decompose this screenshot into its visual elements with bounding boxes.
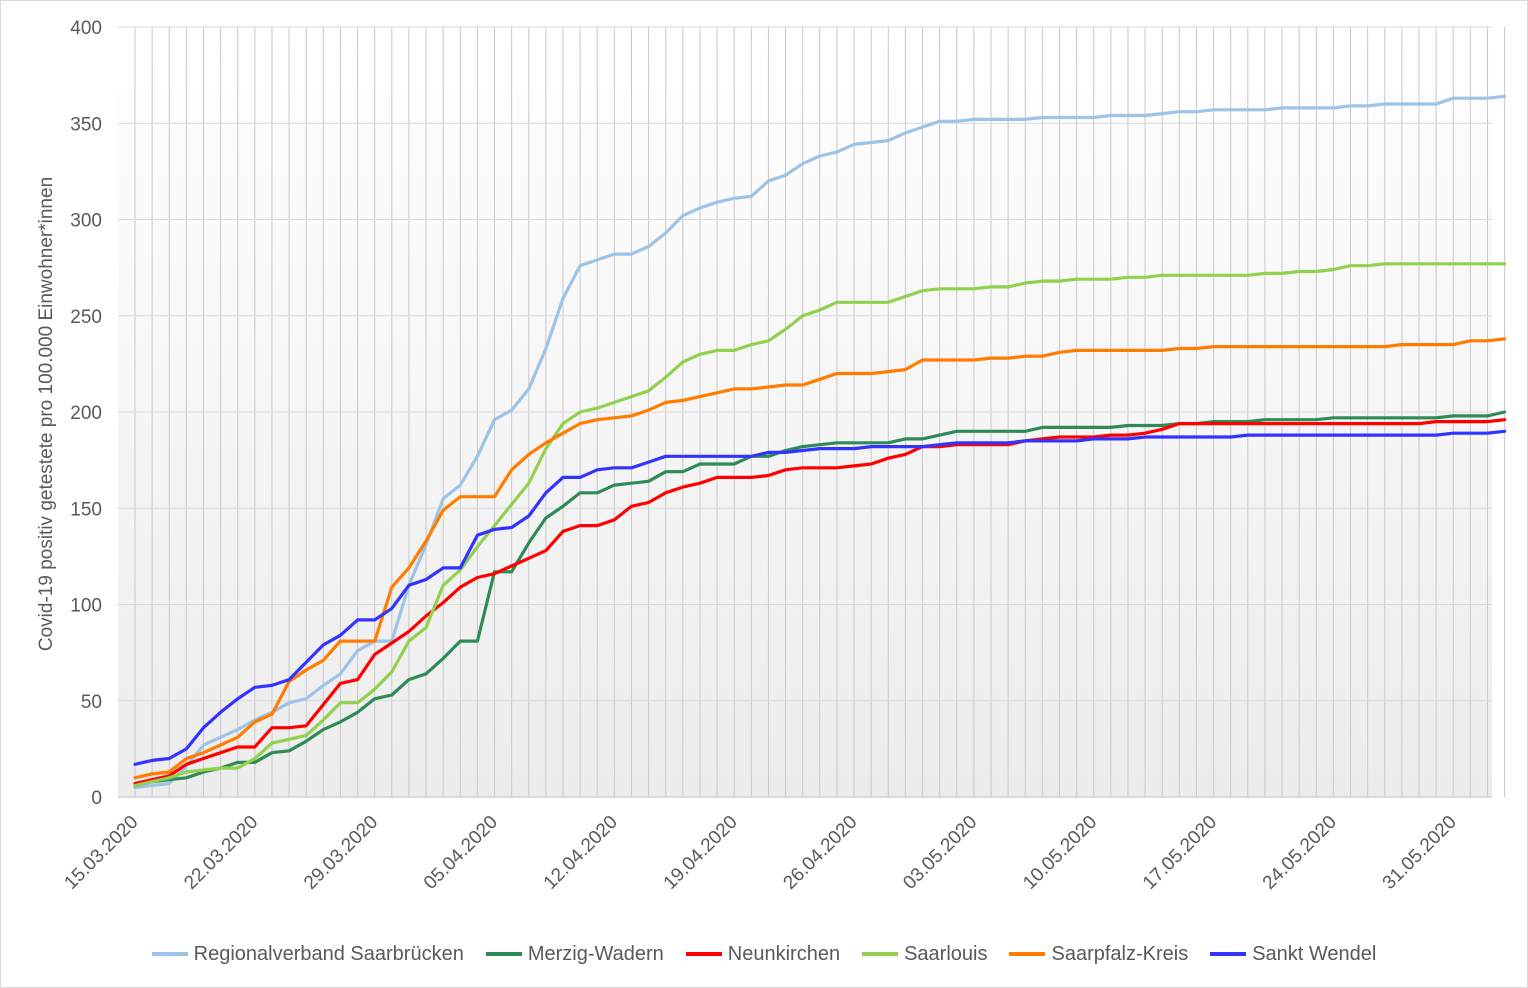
- x-tick-label: 03.05.2020: [899, 812, 981, 894]
- legend-swatch: [485, 952, 522, 956]
- y-tick-label: 300: [70, 211, 102, 232]
- y-tick-label: 400: [70, 18, 102, 39]
- legend-item: Saarpfalz-Kreis: [1009, 943, 1188, 966]
- x-tick-label: 15.03.2020: [60, 812, 142, 894]
- x-tick-label: 24.05.2020: [1259, 812, 1341, 894]
- legend-label: Regionalverband Saarbrücken: [193, 942, 464, 965]
- legend-item: Regionalverband Saarbrücken: [151, 942, 464, 966]
- legend-swatch: [685, 952, 722, 956]
- legend-label: Neunkirchen: [727, 942, 841, 965]
- y-tick-label: 50: [81, 692, 102, 713]
- y-tick-label: 350: [70, 114, 102, 135]
- x-tick-label: 17.05.2020: [1139, 812, 1221, 894]
- x-axis-tick-labels: 15.03.2020 22.03.2020 29.03.2020 05.04.2020…: [60, 812, 1460, 894]
- series-line-2: [133, 410, 1507, 788]
- x-tick-label: 26.04.2020: [779, 812, 861, 894]
- y-tick-label: 0: [91, 788, 102, 809]
- x-tick-label: 29.03.2020: [300, 812, 382, 894]
- y-axis-tick-labels: 0 50 100 150 200 250 300 350 400: [70, 18, 102, 809]
- series-line-4: [133, 262, 1507, 788]
- legend-item: Merzig-Wadern: [485, 942, 664, 966]
- legend: Regionalverband Saarbrücken Merzig-Wadern…: [0, 938, 1528, 970]
- legend-label: Saarpfalz-Kreis: [1051, 942, 1189, 965]
- x-tick-label: 19.04.2020: [660, 812, 742, 894]
- legend-swatch: [862, 952, 899, 956]
- y-tick-label: 150: [70, 499, 102, 520]
- legend-item: Sankt Wendel: [1210, 943, 1376, 966]
- legend-swatch: [151, 952, 188, 956]
- series-line-5: [133, 337, 1507, 780]
- series-line-6: [133, 429, 1507, 766]
- y-tick-label: 100: [70, 596, 102, 617]
- series-line-3: [133, 418, 1507, 786]
- y-tick-label: 250: [70, 307, 102, 328]
- legend-swatch: [1210, 952, 1247, 956]
- series-line-1: [133, 94, 1507, 790]
- x-tick-label: 10.05.2020: [1019, 812, 1101, 894]
- x-tick-label: 12.04.2020: [540, 812, 622, 894]
- x-tick-label: 31.05.2020: [1379, 812, 1461, 894]
- legend-item: Saarlouis: [862, 943, 987, 966]
- data-series: [133, 94, 1507, 790]
- legend-label: Saarlouis: [904, 942, 988, 965]
- x-tick-label: 22.03.2020: [180, 812, 262, 894]
- y-axis-title: Covid-19 positiv getestete pro 100.000 E…: [36, 177, 57, 651]
- legend-item: Neunkirchen: [685, 942, 841, 966]
- legend-swatch: [1009, 952, 1046, 956]
- legend-label: Merzig-Wadern: [527, 942, 664, 965]
- x-tick-label: 05.04.2020: [420, 812, 502, 894]
- y-tick-label: 200: [70, 403, 102, 424]
- legend-label: Sankt Wendel: [1252, 942, 1377, 965]
